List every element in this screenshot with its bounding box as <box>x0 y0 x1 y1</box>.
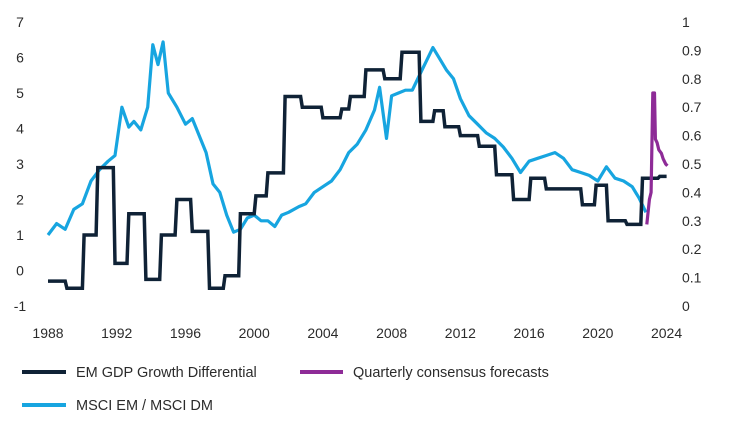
right-y-tick-label: 1 <box>682 14 690 30</box>
x-tick-label: 2000 <box>239 325 270 341</box>
x-tick-label: 2008 <box>376 325 407 341</box>
legend-label-forecast: Quarterly consensus forecasts <box>353 365 549 381</box>
left-y-tick-label: 2 <box>16 192 24 208</box>
x-tick-label: 1988 <box>32 325 63 341</box>
x-tick-label: 2024 <box>651 325 682 341</box>
left-y-tick-label: 1 <box>16 227 24 243</box>
right-y-tick-label: 0.6 <box>682 128 702 144</box>
legend-item-gdp: EM GDP Growth Differential <box>22 365 257 381</box>
left-y-tick-label: 4 <box>16 121 24 137</box>
right-y-tick-label: 0.7 <box>682 99 702 115</box>
x-tick-label: 2016 <box>514 325 545 341</box>
x-tick-label: 1996 <box>170 325 201 341</box>
left-y-tick-label: -1 <box>14 298 27 314</box>
legend-label-gdp: EM GDP Growth Differential <box>76 365 257 381</box>
left-y-tick-label: 5 <box>16 85 24 101</box>
left-y-axis: 7 6 5 4 3 2 1 0 -1 <box>14 14 27 314</box>
x-axis: 1988 1992 1996 2000 2004 2008 2012 2016 2020 2024 <box>32 325 682 341</box>
right-y-tick-label: 0.5 <box>682 156 702 172</box>
left-y-tick-label: 7 <box>16 14 24 30</box>
left-y-tick-label: 0 <box>16 263 24 279</box>
right-y-tick-label: 0.4 <box>682 184 702 200</box>
left-y-tick-label: 3 <box>16 156 24 172</box>
legend-label-msci: MSCI EM / MSCI DM <box>76 398 213 414</box>
right-y-tick-label: 0.2 <box>682 241 702 257</box>
series-line-msci-em-msci-dm <box>46 40 648 236</box>
left-y-tick-label: 6 <box>16 50 24 66</box>
series-line-quarterly-consensus-forecasts <box>645 91 669 225</box>
series-line-em-gdp-growth-differential <box>48 50 667 291</box>
right-y-tick-label: 0.3 <box>682 213 702 229</box>
x-tick-label: 2004 <box>307 325 338 341</box>
right-y-axis: 1 0.9 0.8 0.7 0.6 0.5 0.4 0.3 0.2 0.1 0 <box>682 14 702 314</box>
right-y-tick-label: 0 <box>682 298 690 314</box>
plot-lines <box>46 40 669 291</box>
right-y-tick-label: 0.8 <box>682 71 702 87</box>
legend: EM GDP Growth Differential Quarterly con… <box>22 365 549 414</box>
x-tick-label: 1992 <box>101 325 132 341</box>
legend-item-msci: MSCI EM / MSCI DM <box>22 398 213 414</box>
right-y-tick-label: 0.9 <box>682 42 702 58</box>
right-y-tick-label: 0.1 <box>682 270 702 286</box>
x-tick-label: 2012 <box>445 325 476 341</box>
legend-item-forecast: Quarterly consensus forecasts <box>300 365 549 381</box>
x-tick-label: 2020 <box>582 325 613 341</box>
